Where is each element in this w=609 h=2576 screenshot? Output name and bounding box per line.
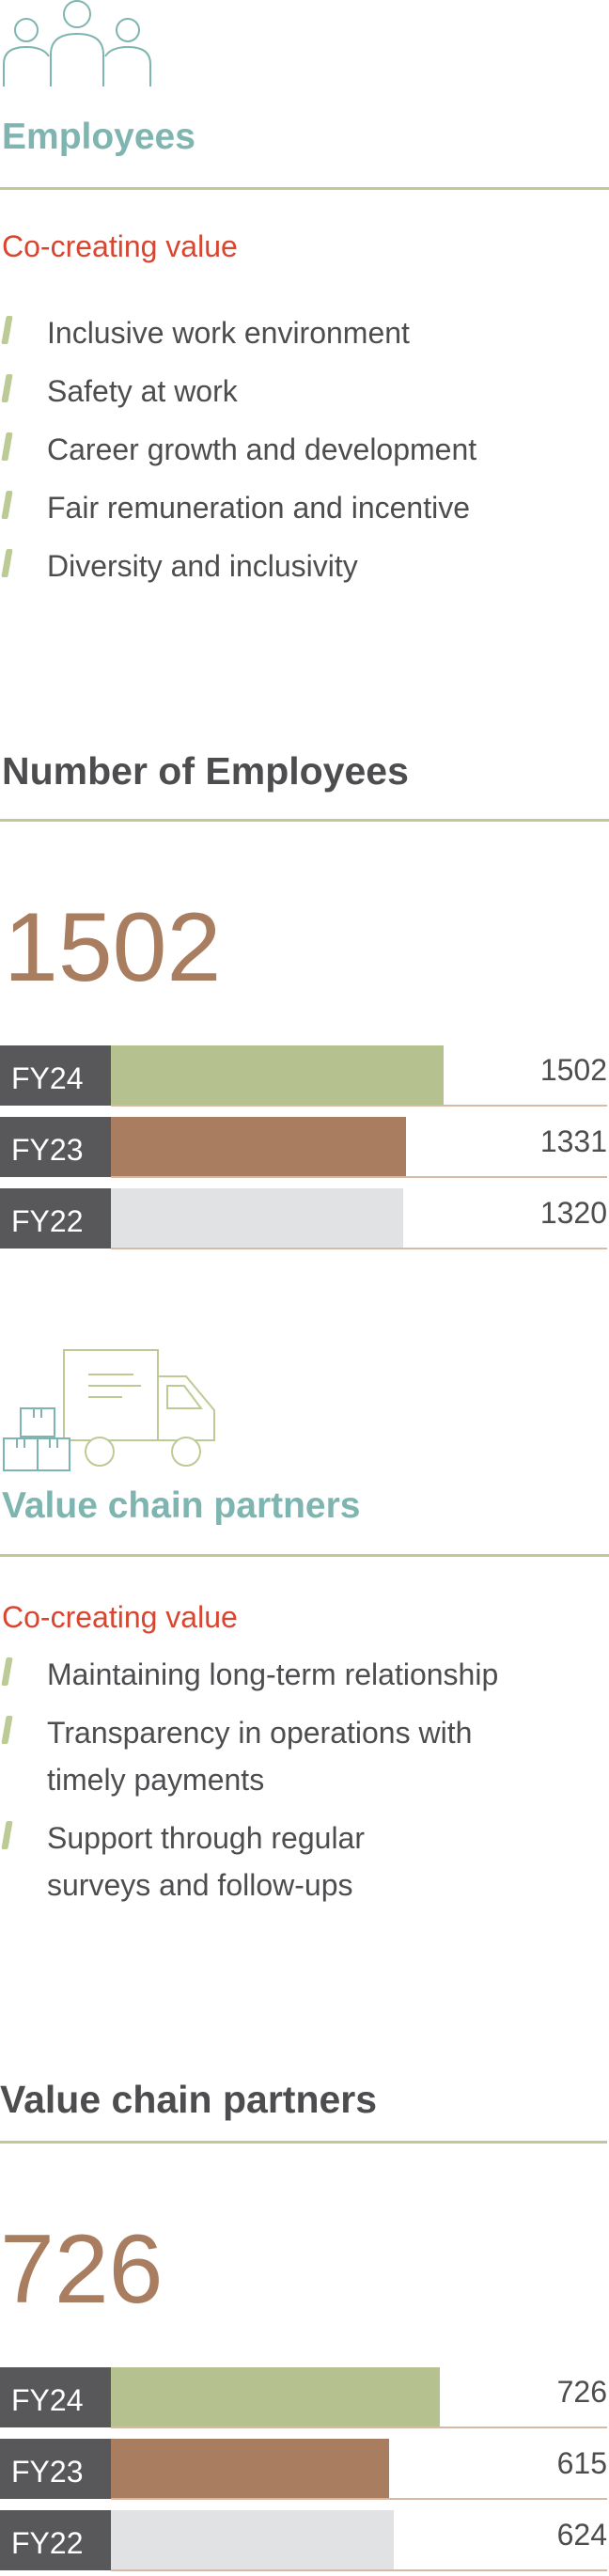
bullet-text-line: Transparency in operations with xyxy=(47,1716,473,1750)
bullet-text-line: timely payments xyxy=(47,1763,265,1797)
section-subtitle: Co-creating value xyxy=(2,229,238,263)
bullet-marker-icon xyxy=(1,432,13,461)
chart-title: Number of Employees xyxy=(2,749,409,793)
headline-number: 1502 xyxy=(4,893,222,1002)
bar-row-fy23: FY23 1331 xyxy=(0,1117,607,1178)
title-divider xyxy=(0,1554,609,1557)
value-chain-partners-section: Value chain partners Co-creating value M… xyxy=(0,1335,609,1993)
people-icon xyxy=(3,0,151,86)
bullet-text: Transparency in operations with timely pa… xyxy=(47,1709,601,1803)
bullet-text-line: Maintaining long-term relationship xyxy=(47,1657,499,1691)
bar-value-label: 615 xyxy=(556,2446,607,2480)
title-divider xyxy=(0,187,609,190)
section-title: Employees xyxy=(2,117,195,157)
bullet-marker-icon xyxy=(1,1821,13,1849)
section-title: Value chain partners xyxy=(2,1485,361,1526)
bar-baseline xyxy=(111,2427,607,2428)
bar-category-label: FY23 xyxy=(0,2439,111,2499)
bar xyxy=(111,1188,403,1249)
bar xyxy=(111,2510,394,2570)
bullet-text-line: surveys and follow-ups xyxy=(47,1868,353,1902)
bar-category-label: FY24 xyxy=(0,2367,111,2427)
section-subtitle: Co-creating value xyxy=(2,1600,238,1634)
bar-row-fy23: FY23 615 xyxy=(0,2439,607,2500)
bar-value-label: 1331 xyxy=(539,1124,607,1158)
bar xyxy=(111,1045,444,1106)
bullet-marker-icon xyxy=(1,1716,13,1744)
bar-row-fy22: FY22 624 xyxy=(0,2510,607,2571)
bullet-text-line: Support through regular xyxy=(47,1821,365,1855)
bar-value-label: 726 xyxy=(556,2375,607,2409)
bar-value-label: 1502 xyxy=(539,1053,607,1087)
bullet-text: Fair remuneration and incentive xyxy=(47,491,471,525)
headline-number: 726 xyxy=(0,2215,164,2324)
employees-section: Employees Co-creating value Inclusive wo… xyxy=(0,0,609,696)
chart-divider xyxy=(0,2141,607,2144)
delivery-truck-icon xyxy=(3,1349,215,1471)
bar-category-label: FY22 xyxy=(0,2510,111,2570)
employees-chart: Number of Employees 1502 FY24 1502 FY23 133… xyxy=(0,733,609,1260)
bar-baseline xyxy=(111,1248,607,1249)
bar-baseline xyxy=(111,2498,607,2500)
chart-title: Value chain partners xyxy=(0,2078,378,2121)
bar-row-fy24: FY24 1502 xyxy=(0,1045,607,1107)
bullet-text: Safety at work xyxy=(47,374,238,408)
bar-baseline xyxy=(111,2569,607,2571)
value-chain-partners-chart: Value chain partners 726 FY24 726 FY23 615 F… xyxy=(0,2050,609,2571)
bar-value-label: 624 xyxy=(556,2518,607,2552)
bullet-text: Support through regular surveys and follo… xyxy=(47,1814,601,1908)
bar-row-fy24: FY24 726 xyxy=(0,2367,607,2428)
bullet-marker-icon xyxy=(1,549,13,577)
bullet-text: Inclusive work environment xyxy=(47,316,410,350)
bullet-marker-icon xyxy=(1,491,13,519)
bar-baseline xyxy=(111,1105,607,1107)
bullet-marker-icon xyxy=(1,316,13,344)
bar-value-label: 1320 xyxy=(539,1196,607,1230)
bar-category-label: FY24 xyxy=(0,1045,111,1106)
bullet-text: Diversity and inclusivity xyxy=(47,549,358,583)
chart-divider xyxy=(0,819,609,822)
bar-category-label: FY22 xyxy=(0,1188,111,1249)
bar xyxy=(111,2367,440,2427)
bullet-marker-icon xyxy=(1,374,13,402)
bullet-text: Maintaining long-term relationship xyxy=(47,1651,601,1698)
bar xyxy=(111,2439,389,2499)
bullet-marker-icon xyxy=(1,1657,13,1686)
bar-row-fy22: FY22 1320 xyxy=(0,1188,607,1249)
bar-category-label: FY23 xyxy=(0,1117,111,1177)
bar-baseline xyxy=(111,1176,607,1178)
bar xyxy=(111,1117,406,1177)
bullet-text: Career growth and development xyxy=(47,432,477,466)
